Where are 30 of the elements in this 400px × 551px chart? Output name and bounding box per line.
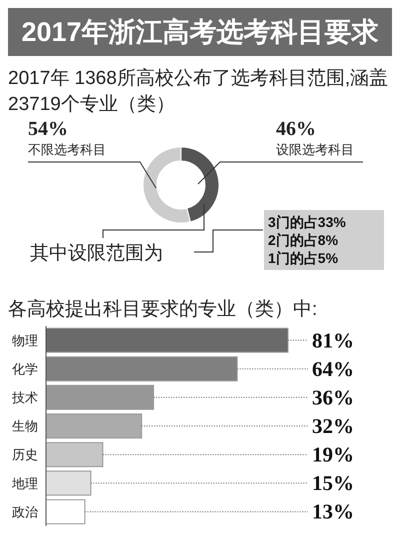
bar bbox=[46, 384, 154, 410]
data-label: 54% bbox=[28, 118, 69, 141]
data-label: 32% bbox=[312, 414, 354, 438]
data-label: 15% bbox=[312, 471, 354, 496]
y-tick-label: 技术 bbox=[11, 390, 38, 406]
text: 其中设限范围为 bbox=[30, 242, 163, 266]
slice-label: 不限选考科目 bbox=[28, 141, 106, 159]
chart-subtitle: 2017年 1368所高校公布了选考科目范围,涵盖23719个专业（类） bbox=[8, 66, 390, 117]
data-label: 64% bbox=[312, 356, 354, 381]
bar bbox=[46, 470, 92, 496]
text: 2门的占8% bbox=[268, 231, 340, 249]
y-tick-label: 地理 bbox=[11, 476, 38, 491]
data-label: 81% bbox=[312, 328, 354, 352]
text: 1门的占5% bbox=[268, 249, 340, 267]
text: 3门的占33% bbox=[268, 213, 347, 231]
data-label: 19% bbox=[312, 442, 354, 467]
bar bbox=[46, 414, 142, 438]
bar bbox=[46, 356, 238, 382]
data-label: 46% bbox=[276, 118, 317, 141]
slice-label: 设限选考科目 bbox=[276, 141, 354, 159]
data-label: 36% bbox=[312, 385, 354, 410]
data-label: 13% bbox=[312, 500, 354, 524]
chart-title: 各高校提出科目要求的专业（类）中: bbox=[8, 298, 318, 322]
y-tick-label: 历史 bbox=[12, 447, 38, 462]
y-tick-label: 物理 bbox=[12, 332, 38, 348]
bar bbox=[46, 442, 104, 468]
chart-title: 2017年浙江高考选考科目要求 bbox=[8, 8, 392, 56]
y-tick-label: 生物 bbox=[12, 418, 38, 434]
y-tick-label: 化学 bbox=[12, 361, 38, 376]
y-tick-label: 政治 bbox=[12, 504, 38, 520]
